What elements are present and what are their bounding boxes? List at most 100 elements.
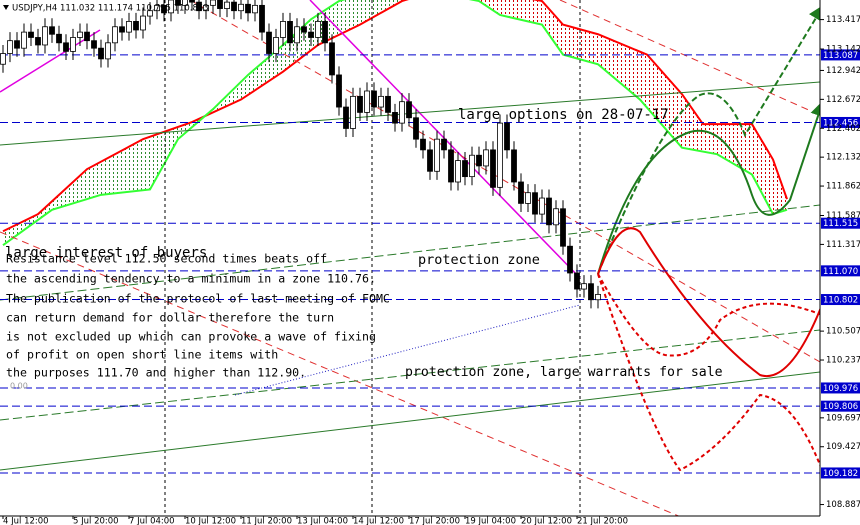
y-tick-label: 110.507 [826,327,860,337]
x-tick-label: 7 Jul 04:00 [129,517,175,525]
candle-body [140,15,146,31]
candle-body [98,47,104,60]
forecast-up [597,100,820,275]
y-tick-label: 113.417 [826,15,860,25]
candle-body [546,197,552,226]
levels: 113.087 112.456 111.515 111.070 110.802 109.9… [0,49,860,479]
candle-body [70,37,76,52]
support-line [0,204,820,301]
annotation: 0.00 [10,382,28,391]
candle-body [259,4,265,33]
candle-body [574,272,580,290]
candle-body [147,10,153,17]
y-tick-label: 111.587 [826,211,860,221]
candle-body [273,37,279,54]
level-box [821,294,860,306]
candle-body [28,31,34,38]
candle-body [385,95,391,113]
candle-body [371,90,377,108]
candle-body [378,95,384,108]
level-box [821,116,860,128]
forecast-down [597,227,820,378]
candle-body [154,4,160,12]
candle-body [476,154,482,167]
candle-body [280,21,286,38]
candle-body [350,95,356,129]
candle-body [182,0,188,6]
level-label: 111.070 [823,267,858,277]
candle-body [14,40,20,49]
candle-body [560,208,566,247]
x-tick-label: 4 Jul 12:00 [3,517,49,525]
candle-body [399,101,405,124]
level-label: 111.515 [823,219,858,229]
annotation: large options on 28-07-17 [458,107,669,123]
candle-body [483,149,489,167]
level-box [821,382,860,394]
channel-line [189,0,820,363]
candle-body [532,192,538,215]
level-box [821,265,860,277]
candle-body [21,31,27,49]
candle-body [497,122,503,188]
level-label: 110.802 [823,296,858,306]
axes: 113.417 113.142 112.942 112.672 112.402 112.1… [2,15,860,525]
indicator-line [2,0,788,246]
candle-body [301,26,307,33]
level-label: 109.182 [823,469,858,479]
candle-body [462,160,468,178]
trend-line [0,29,101,93]
candle-body [210,0,216,6]
candle-body [392,112,398,124]
candle-body [245,3,251,14]
candle-body [224,1,230,9]
comment-line: Resistance level 112.50 second times bea… [6,252,327,266]
comment-line: The publication of the protocol of last … [6,292,390,306]
candle-body [329,42,335,76]
candle-body [231,1,237,12]
symbol-icon [3,5,9,10]
candle-body [364,90,370,113]
cloud-shade [3,0,406,246]
candle-body [161,4,167,14]
candle-body [539,197,545,215]
candle-body [84,31,90,42]
candle-body [91,40,97,49]
y-tick-label: 113.142 [826,45,860,55]
indicator-line [2,0,788,233]
annotations: USDJPY,H4 111.032 111.174 110.795 110.85… [3,4,723,391]
level-box [821,49,860,61]
candle-body [119,26,125,33]
candle-body [133,21,139,31]
candle-body [567,245,573,274]
y-tick-label: 112.672 [826,95,860,105]
candle-body [77,31,83,38]
candle-body [49,26,55,35]
y-tick-label: 108.887 [826,500,860,510]
candle-body [427,149,433,172]
comment-line: the purposes 111.70 and higher than 112.… [6,366,306,380]
x-tick-label: 14 Jul 12:00 [353,517,404,525]
support-line [0,371,820,471]
candle-body [112,26,118,44]
candle-body [469,154,475,178]
candle-body [357,95,363,113]
candle-body [238,3,244,12]
candle-body [56,33,62,44]
y-tick-label: 111.317 [826,240,860,250]
forecast-up-dashed [597,4,820,275]
chart-title: USDJPY,H4 111.032 111.174 110.795 110.85… [12,4,209,14]
candle-body [595,293,601,301]
candle-body [294,26,300,44]
y-tick-label: 109.427 [826,442,860,452]
x-tick-label: 20 Jul 12:00 [521,517,572,525]
level-label: 112.456 [823,118,858,128]
candle-body [511,149,517,183]
comment-line: of profit on open short line items with [6,348,278,362]
candle-body [175,0,181,6]
x-tick-label: 11 Jul 20:00 [241,517,292,525]
drawings [0,0,820,516]
level-label: 109.976 [823,384,858,394]
x-tick-label: 21 Jul 20:00 [577,517,628,525]
